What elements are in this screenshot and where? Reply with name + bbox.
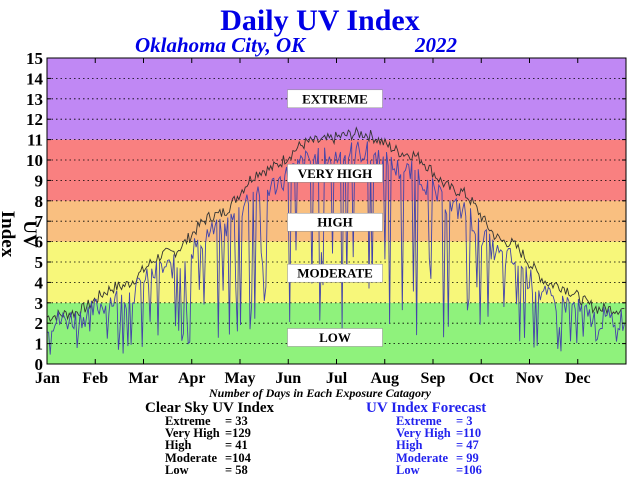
x-tick-label: Jul bbox=[326, 370, 348, 387]
x-tick-label: Jun bbox=[275, 370, 301, 387]
stat-row: Extreme = 3 bbox=[396, 414, 473, 428]
x-tick-label: Oct bbox=[469, 370, 495, 387]
y-tick-label: 6 bbox=[35, 233, 44, 252]
stat-row: Moderate = 99 bbox=[396, 450, 479, 465]
x-tick-label: May bbox=[224, 370, 255, 387]
clear-sky-stats: Extreme = 33 Very High =129 High = 41 Moder… bbox=[165, 415, 265, 476]
year-label: 2022 bbox=[415, 33, 457, 57]
x-tick-label: Jan bbox=[35, 370, 60, 387]
forecast-stats: Extreme = 3 Very High =110 High = 47 Modera… bbox=[396, 415, 496, 476]
band-label: EXTREME bbox=[302, 91, 368, 106]
x-tick-label: Apr bbox=[178, 370, 206, 387]
y-tick-label: 14 bbox=[26, 69, 44, 88]
band-label-box bbox=[287, 212, 383, 232]
series-line-clear-sky bbox=[46, 126, 625, 323]
y-tick-label: 0 bbox=[35, 355, 44, 374]
stat-row: Very High =129 bbox=[165, 426, 251, 441]
chart-title: Daily UV Index bbox=[220, 4, 420, 37]
y-tick-label: 2 bbox=[35, 314, 44, 333]
x-tick-label: Dec bbox=[565, 370, 591, 387]
band-label-box bbox=[287, 164, 383, 183]
y-tick-label: 12 bbox=[26, 110, 43, 129]
y-tick-label: 1 bbox=[35, 335, 44, 354]
band-label: LOW bbox=[319, 330, 351, 345]
y-tick-label: 13 bbox=[26, 90, 43, 109]
clear-sky-stats-title: Clear Sky UV Index bbox=[145, 400, 275, 416]
x-axis-caption: Number of Days in Each Exposure Catagory bbox=[208, 386, 432, 400]
band-label-box bbox=[287, 328, 383, 347]
y-tick-label: 7 bbox=[35, 212, 44, 231]
stat-row: High = 47 bbox=[396, 438, 479, 453]
band-label-box bbox=[287, 263, 383, 283]
x-tick-label: Sep bbox=[421, 370, 446, 387]
y-tick-label: 11 bbox=[27, 131, 43, 150]
stat-row: Very High =110 bbox=[396, 426, 482, 441]
band-label-box bbox=[287, 89, 383, 109]
stat-row: High = 41 bbox=[165, 438, 248, 453]
y-tick-label: 8 bbox=[35, 192, 44, 211]
stat-row: Low = 58 bbox=[165, 462, 248, 477]
x-tick-label: Nov bbox=[516, 370, 544, 387]
x-tick-label: Aug bbox=[371, 370, 399, 387]
stat-row: Moderate =104 bbox=[165, 450, 251, 465]
y-tick-label: 9 bbox=[35, 171, 44, 190]
series-line-forecast bbox=[47, 141, 625, 355]
stat-row: Low =106 bbox=[396, 462, 482, 477]
y-tick-label: 15 bbox=[26, 49, 43, 68]
location-label: Oklahoma City, OK bbox=[135, 33, 306, 57]
band-label: VERY HIGH bbox=[298, 166, 373, 181]
band-label: HIGH bbox=[317, 215, 352, 230]
y-tick-label: 4 bbox=[35, 273, 44, 292]
y-tick-label: 5 bbox=[35, 253, 44, 272]
stat-row: Extreme = 33 bbox=[165, 414, 248, 428]
band-label: MODERATE bbox=[297, 266, 373, 281]
x-tick-label: Feb bbox=[82, 370, 108, 387]
y-tick-label: 10 bbox=[26, 151, 43, 170]
y-axis-label: UV Index bbox=[0, 210, 40, 258]
forecast-stats-title: UV Index Forecast bbox=[366, 400, 487, 416]
x-tick-label: Mar bbox=[128, 370, 158, 387]
y-tick-label: 3 bbox=[35, 294, 44, 313]
